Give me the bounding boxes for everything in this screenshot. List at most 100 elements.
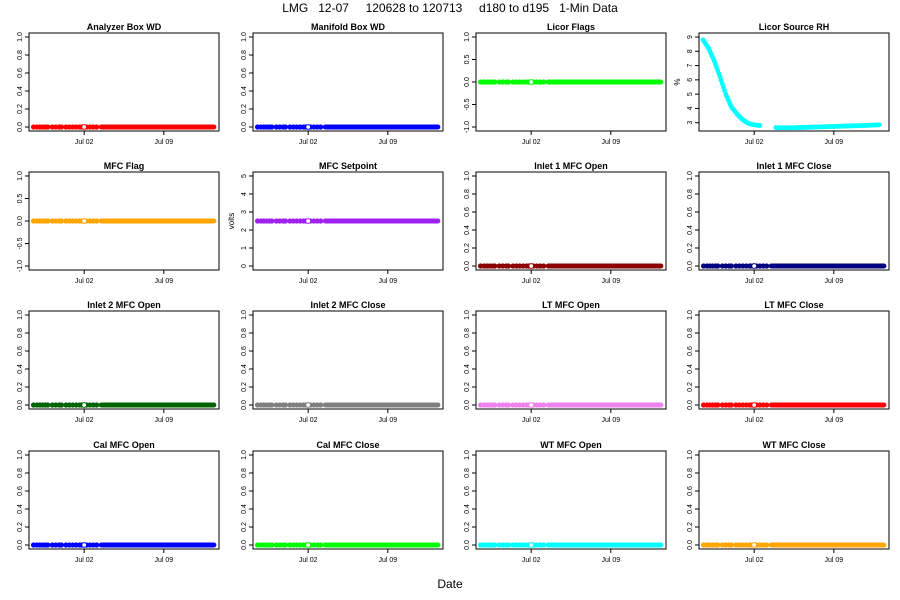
y-tick-label: 0.6 [687,486,694,496]
y-tick-label: 9 [687,35,694,39]
panel-16: WT MFC Close 0.0 0.2 0.4 0.6 0.8 1.0 Jul 02 Jul … [687,440,890,564]
data-series [700,263,887,269]
data-point [58,542,65,548]
y-tick-label: 0.0 [687,540,694,550]
data-series [477,402,664,408]
plot-frame [28,450,220,550]
data-point [541,542,547,548]
x-tick-label: Jul 09 [154,417,173,424]
x-tick-label: Jul 02 [75,139,94,146]
data-point [58,218,65,224]
y-tick-label: 0.0 [241,400,248,410]
x-tick-label: Jul 02 [745,278,764,285]
data-point [505,263,512,269]
y-tick-label: 1.0 [241,32,248,42]
data-point-gap [528,402,535,408]
data-series [254,542,441,548]
y-tick-label: 0.2 [241,382,248,392]
y-tick-label: 1 [241,246,248,250]
y-tick-label: 0.6 [464,486,471,496]
data-point [282,542,289,548]
x-tick-label: Jul 02 [75,417,94,424]
y-tick-label: 0.4 [687,364,694,374]
panel-title: Inlet 1 MFC Open [534,161,608,171]
panel-8: Inlet 1 MFC Close 0.0 0.2 0.4 0.6 0.8 1.0 Jul 0… [687,161,890,285]
y-tick-label: 0.0 [687,261,694,271]
panel-14: Cal MFC Close 0.0 0.2 0.4 0.6 0.8 1.0 Jul 02 Jul… [241,440,444,564]
data-point [876,122,882,128]
plot-frame [475,450,667,550]
panel-title: Inlet 1 MFC Close [756,161,831,171]
y-tick-label: 0.8 [464,189,471,199]
data-point [45,124,51,130]
data-point-gap [81,542,88,548]
data-series [30,542,217,548]
panel-title: Licor Source RH [759,22,830,32]
data-point [94,218,100,224]
plot-frame [698,171,890,271]
x-tick-label: Jul 09 [601,417,620,424]
y-tick-label: 1.0 [17,171,24,181]
data-series [700,542,887,548]
data-point [764,402,770,408]
y-tick-label: 0.4 [241,86,248,96]
data-point-gap [305,124,312,130]
y-tick-label: 0 [241,264,248,268]
data-point [318,542,324,548]
x-tick-label: Jul 02 [75,557,94,564]
x-tick-label: Jul 02 [522,139,541,146]
panel-title: WT MFC Open [540,440,602,450]
data-point [94,402,100,408]
y-tick-label: 1.0 [464,450,471,460]
plot-frame [698,450,890,550]
plot-frame [252,450,444,550]
y-tick-label: 5 [241,174,248,178]
x-tick-label: Jul 02 [299,278,318,285]
y-tick-label: 1.0 [17,310,24,320]
x-tick-label: Jul 09 [154,278,173,285]
x-tick-label: Jul 02 [299,557,318,564]
y-tick-label: 0.4 [17,364,24,374]
y-tick-label: -0.5 [17,237,24,249]
y-tick-label: 7 [687,64,694,68]
data-point [757,123,763,128]
y-tick-label: 0.6 [687,346,694,356]
panel-title: Manifold Box WD [311,22,385,32]
x-tick-label: Jul 02 [522,417,541,424]
y-tick-label: 5 [687,92,694,96]
data-series [30,124,217,130]
y-tick-label: 1.0 [241,450,248,460]
y-tick-label: 1.0 [17,32,24,42]
data-point [318,402,324,408]
y-tick-label: 4 [687,106,694,110]
x-tick-label: Jul 02 [299,417,318,424]
data-point-gap [751,542,758,548]
y-tick-label: 0.6 [241,346,248,356]
data-point [505,402,512,408]
data-point [94,124,100,130]
data-point [269,542,275,548]
plot-frame [252,310,444,410]
y-tick-label: 0.4 [464,504,471,514]
panel-2: Manifold Box WD 0.0 0.2 0.4 0.6 0.8 1.0 Jul 02 J… [241,22,444,146]
data-point-gap [81,124,88,130]
x-tick-label: Jul 09 [601,278,620,285]
data-point [282,402,289,408]
plot-frame [698,310,890,410]
panel-12: LT MFC Close 0.0 0.2 0.4 0.6 0.8 1.0 Jul 02 Jul … [687,300,890,424]
plot-frame [252,171,444,271]
y-tick-label: 1.0 [464,32,471,42]
data-point [94,542,100,548]
data-point [318,218,324,224]
panel-7: Inlet 1 MFC Open 0.0 0.2 0.4 0.6 0.8 1.0 Jul 02… [464,161,667,285]
plot-frame [252,32,444,132]
panel-13: Cal MFC Open 0.0 0.2 0.4 0.6 0.8 1.0 Jul 02 Jul … [17,440,220,564]
y-tick-label: 0.8 [241,468,248,478]
y-tick-label: -1.0 [17,260,24,272]
data-point-gap [305,542,312,548]
y-tick-label: 1.0 [687,310,694,320]
data-series [254,218,441,224]
plot-frame [28,310,220,410]
data-point [764,542,770,548]
